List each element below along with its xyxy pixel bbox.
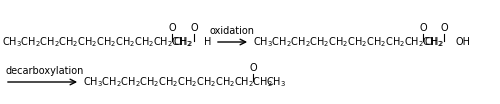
Text: O: O <box>190 23 198 33</box>
Text: CH$_2$: CH$_2$ <box>424 35 444 49</box>
Text: decarboxylation: decarboxylation <box>5 66 84 76</box>
Text: O: O <box>440 23 448 33</box>
Text: H: H <box>204 37 212 47</box>
Text: CH$_2$: CH$_2$ <box>173 35 193 49</box>
Text: CH$_3$CH$_2$CH$_2$CH$_2$CH$_2$CH$_2$CH$_2$CH$_2$CH$_2$CH$_2$: CH$_3$CH$_2$CH$_2$CH$_2$CH$_2$CH$_2$CH$_… <box>83 75 273 89</box>
Text: OH: OH <box>455 37 470 47</box>
Text: CH$_3$CH$_2$CH$_2$CH$_2$CH$_2$CH$_2$CH$_2$CH$_2$CH$_2$CH$_2$: CH$_3$CH$_2$CH$_2$CH$_2$CH$_2$CH$_2$CH$_… <box>2 35 192 49</box>
Text: CH$_3$: CH$_3$ <box>266 75 286 89</box>
Text: CH$_3$CH$_2$CH$_2$CH$_2$CH$_2$CH$_2$CH$_2$CH$_2$CH$_2$CH$_2$: CH$_3$CH$_2$CH$_2$CH$_2$CH$_2$CH$_2$CH$_… <box>253 35 443 49</box>
Text: oxidation: oxidation <box>210 26 255 36</box>
Text: O: O <box>249 63 257 73</box>
Text: O: O <box>168 23 176 33</box>
Text: O: O <box>419 23 427 33</box>
